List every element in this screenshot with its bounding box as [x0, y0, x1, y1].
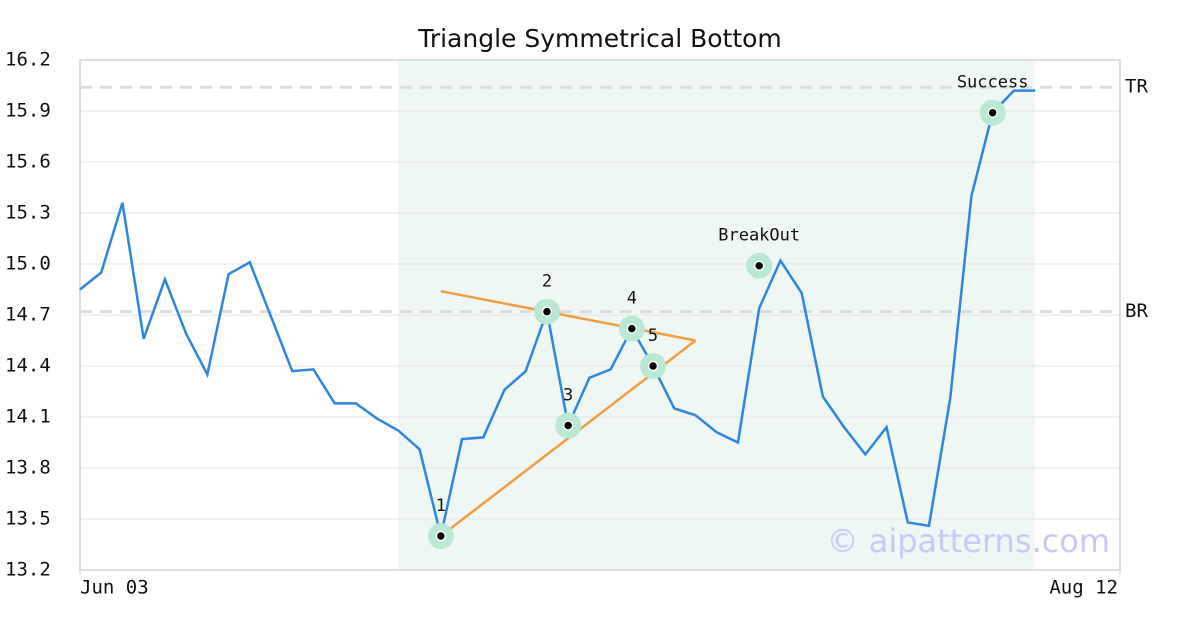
point-label: 4: [627, 289, 637, 309]
point-label: BreakOut: [718, 226, 800, 246]
point-label: 5: [648, 326, 658, 346]
point-label: 3: [563, 386, 573, 406]
y-tick-label: 16.2: [5, 49, 51, 71]
x-tick-label: Jun 03: [80, 577, 149, 599]
chart-title: Triangle Symmetrical Bottom: [417, 24, 782, 53]
y-tick-label: 14.1: [5, 406, 51, 428]
point-dot: [626, 323, 638, 334]
y-tick-label: 15.3: [5, 202, 51, 224]
watermark: © aipatterns.com: [827, 522, 1110, 560]
point-dot: [541, 306, 553, 317]
point-label: Success: [957, 73, 1029, 93]
plot-frame: [79, 59, 1121, 571]
point-label: 2: [542, 272, 552, 292]
point-dot: [647, 360, 659, 372]
point-label: 1: [436, 496, 446, 516]
point-dot: [753, 260, 765, 271]
y-tick-label: 15.9: [5, 100, 51, 122]
y-tick-label: 14.4: [5, 355, 51, 377]
price-line: [79, 89, 1036, 537]
y-tick-label: 13.8: [5, 457, 51, 479]
trend-line: [440, 289, 696, 342]
point-dot: [435, 530, 447, 542]
y-tick-label: 13.2: [5, 559, 51, 581]
point-dot: [562, 420, 574, 431]
y-tick-label: 15.0: [5, 253, 51, 275]
y-tick-label: 13.5: [5, 508, 51, 530]
y-tick-label: 14.7: [5, 304, 51, 326]
level-label: TR: [1125, 76, 1148, 98]
y-tick-label: 15.6: [5, 151, 51, 173]
level-label: BR: [1125, 300, 1148, 322]
x-tick-label: Aug 12: [1049, 577, 1118, 599]
point-dot: [987, 107, 998, 118]
